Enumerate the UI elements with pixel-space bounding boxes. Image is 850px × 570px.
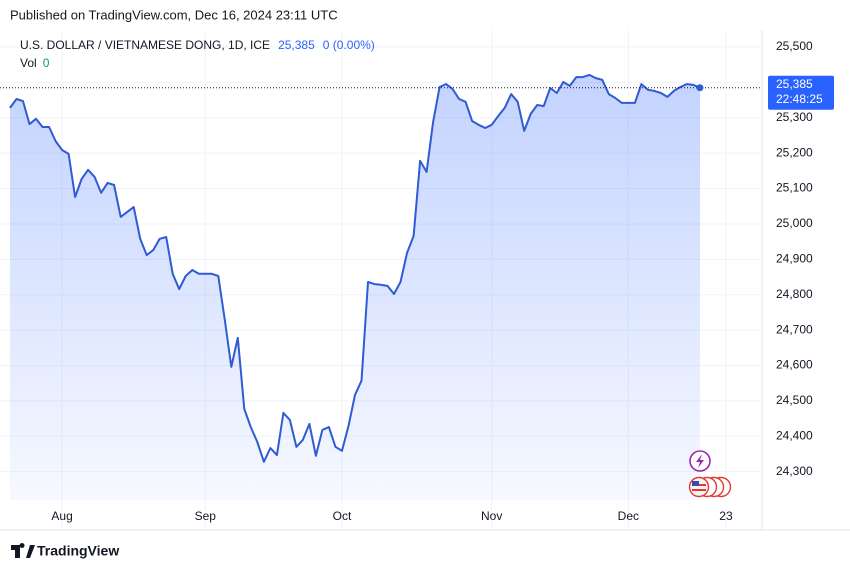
area xyxy=(10,74,700,501)
logo-mark xyxy=(11,542,35,558)
symbol-title: U.S. DOLLAR / VIETNAMESE DONG, 1D, ICE xyxy=(20,38,270,52)
volume-label: Vol xyxy=(20,56,37,70)
volume-line: Vol 0 xyxy=(20,56,50,70)
last-price: 25,385 xyxy=(278,38,315,52)
published: Published on TradingView.com, Dec 16, 20… xyxy=(10,7,338,22)
icon xyxy=(696,454,704,468)
x-tick-label: Sep xyxy=(195,509,217,523)
event-icons xyxy=(688,450,732,498)
x-tick-label: Aug xyxy=(51,509,72,523)
x-tick-label: Dec xyxy=(618,509,639,523)
icon xyxy=(692,481,699,486)
last-point xyxy=(696,84,704,92)
x-tick-label: Nov xyxy=(481,509,502,523)
y-tick-label: 25,000 xyxy=(776,216,813,230)
y-tick-label: 24,300 xyxy=(776,464,813,478)
change: 0 (0.00%) xyxy=(323,38,375,52)
y-tick-label: 24,400 xyxy=(776,428,813,442)
legend-line: U.S. DOLLAR / VIETNAMESE DONG, 1D, ICE 25… xyxy=(20,38,375,52)
volume: 0 xyxy=(43,56,50,70)
y-tick-label: 24,600 xyxy=(776,358,813,372)
icon xyxy=(688,476,710,498)
price-label-box xyxy=(768,75,834,110)
footer-brand: TradingView xyxy=(37,543,119,559)
plot xyxy=(0,73,762,501)
y-tick-label: 24,700 xyxy=(776,322,813,336)
line xyxy=(9,73,701,463)
x-tick-label: 23 xyxy=(719,509,733,523)
y-tick-label: 24,900 xyxy=(776,252,813,266)
countdown: 22:48:25 xyxy=(776,92,823,106)
y-tick-label: 25,500 xyxy=(776,39,813,53)
logo: TradingView xyxy=(11,543,119,559)
price-label: 25,385 xyxy=(776,77,813,91)
y-tick-label: 24,500 xyxy=(776,393,813,407)
y-tick-label: 25,300 xyxy=(776,110,813,124)
x-tick-label: Oct xyxy=(333,509,352,523)
y-tick-label: 25,100 xyxy=(776,181,813,195)
y-tick-label: 25,200 xyxy=(776,145,813,159)
icon xyxy=(692,489,706,491)
y-tick-label: 24,800 xyxy=(776,287,813,301)
